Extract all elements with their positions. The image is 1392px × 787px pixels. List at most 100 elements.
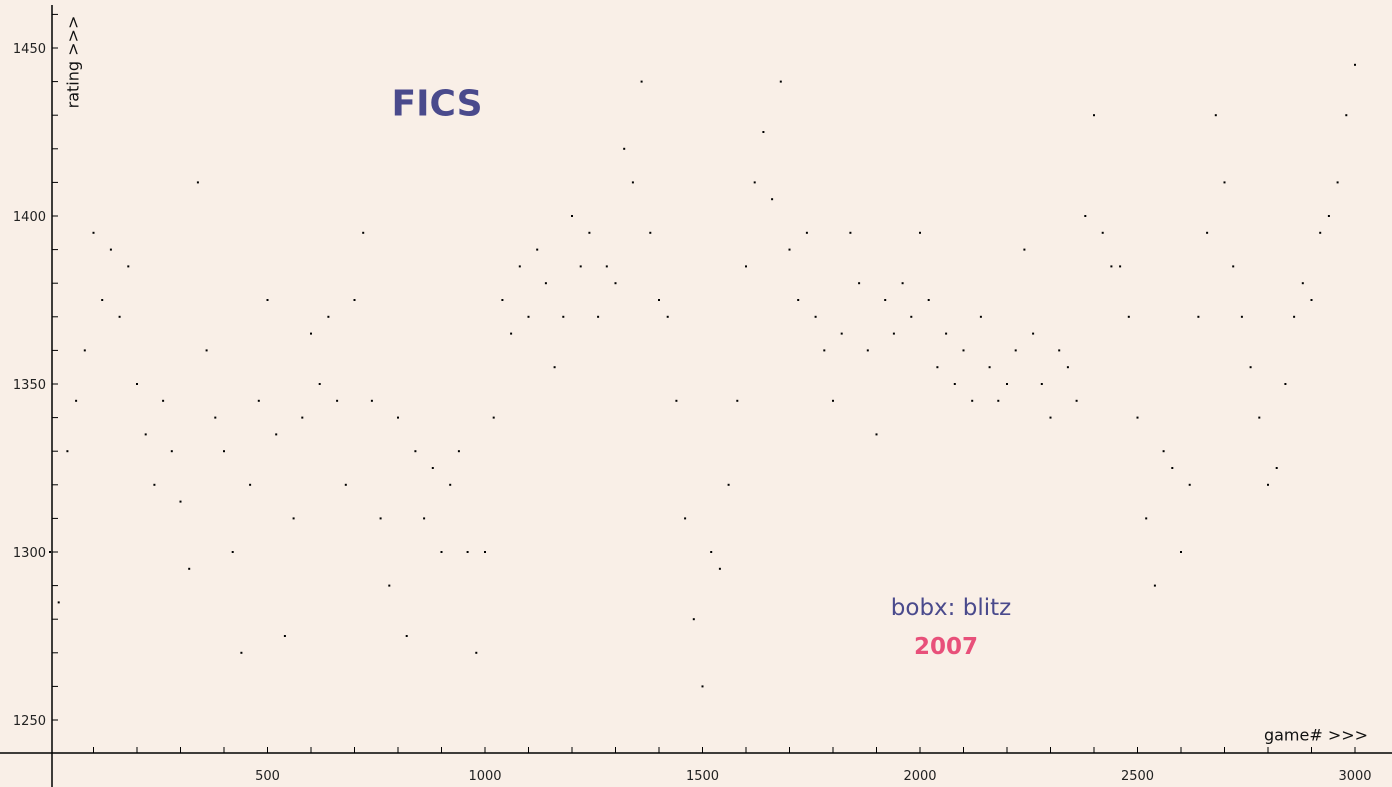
- data-point: [1284, 383, 1287, 385]
- y-tick-label: 1300: [13, 546, 46, 561]
- data-point: [866, 349, 869, 352]
- data-point: [971, 399, 974, 402]
- data-point: [988, 366, 991, 369]
- data-point: [449, 483, 452, 486]
- data-point: [849, 231, 852, 234]
- data-point: [1293, 315, 1296, 318]
- data-point: [136, 383, 138, 385]
- data-point: [414, 450, 417, 453]
- data-point: [292, 517, 295, 520]
- y-tick-label: 1450: [13, 42, 46, 57]
- data-point: [1084, 215, 1087, 217]
- data-point: [684, 517, 687, 520]
- data-point: [788, 248, 791, 251]
- data-point: [945, 332, 948, 335]
- data-point: [440, 551, 443, 553]
- data-point: [658, 299, 660, 301]
- data-point: [1110, 265, 1113, 268]
- data-point: [1049, 416, 1052, 419]
- data-point: [170, 450, 173, 453]
- data-point: [1014, 349, 1017, 352]
- data-point: [936, 366, 939, 369]
- data-point: [257, 399, 260, 402]
- data-point: [736, 399, 739, 402]
- data-point: [1040, 383, 1043, 385]
- data-point: [214, 416, 217, 419]
- data-point: [249, 483, 252, 486]
- data-point: [510, 332, 513, 335]
- data-point: [266, 299, 269, 301]
- data-point: [353, 299, 356, 301]
- data-point: [83, 349, 86, 352]
- data-point: [597, 315, 600, 318]
- data-point: [127, 265, 130, 268]
- data-point: [475, 651, 478, 654]
- data-point: [1153, 584, 1156, 587]
- data-point: [779, 80, 782, 83]
- data-point: [283, 635, 286, 637]
- data-point: [318, 383, 321, 385]
- data-point: [718, 567, 721, 570]
- data-point: [614, 282, 617, 285]
- data-point: [431, 467, 434, 469]
- data-point: [231, 551, 234, 553]
- data-point: [562, 315, 565, 318]
- data-point: [640, 80, 643, 83]
- data-point: [649, 231, 652, 234]
- x-tick-label: 3000: [1338, 769, 1371, 784]
- x-tick-label: 2000: [903, 769, 936, 784]
- data-point: [1066, 366, 1069, 369]
- data-point: [727, 483, 730, 486]
- data-point: [1188, 483, 1191, 486]
- data-point: [162, 399, 165, 402]
- data-point: [310, 332, 312, 335]
- data-point: [1075, 399, 1078, 402]
- data-point: [1119, 265, 1122, 268]
- data-point: [1023, 248, 1026, 251]
- data-point: [605, 265, 608, 268]
- data-point: [571, 215, 573, 217]
- data-point: [66, 450, 69, 453]
- data-point: [588, 231, 591, 234]
- data-point: [675, 399, 678, 402]
- y-tick-label: 1350: [13, 378, 46, 393]
- data-point: [240, 651, 243, 654]
- data-point: [362, 231, 365, 234]
- data-point: [840, 332, 843, 335]
- data-point: [1171, 467, 1174, 469]
- data-point: [623, 147, 626, 150]
- data-point: [492, 416, 495, 419]
- data-point: [1093, 114, 1095, 117]
- data-point: [457, 450, 460, 453]
- data-point: [1206, 231, 1209, 234]
- y-tick-label: 1400: [13, 210, 46, 225]
- data-point: [762, 131, 765, 133]
- data-point: [1101, 231, 1104, 234]
- data-point: [275, 433, 278, 436]
- data-point: [153, 483, 156, 486]
- data-point: [101, 299, 104, 301]
- data-point: [1249, 366, 1252, 369]
- data-point: [997, 399, 1000, 402]
- data-point: [527, 315, 530, 318]
- data-point: [823, 349, 826, 352]
- data-point: [814, 315, 817, 318]
- data-point: [423, 517, 426, 520]
- data-point: [336, 399, 339, 402]
- data-point: [484, 551, 486, 553]
- data-point: [405, 635, 408, 637]
- data-point: [919, 231, 921, 234]
- data-point: [466, 551, 469, 553]
- data-point: [1136, 416, 1139, 419]
- data-point: [1327, 215, 1330, 217]
- data-point: [518, 265, 521, 268]
- data-point: [1319, 231, 1322, 234]
- data-point: [832, 399, 834, 402]
- data-point: [1345, 114, 1348, 117]
- data-point: [1162, 450, 1165, 453]
- data-point: [1214, 114, 1217, 117]
- data-point: [344, 483, 347, 486]
- x-tick-label: 1500: [686, 769, 719, 784]
- data-point: [901, 282, 904, 285]
